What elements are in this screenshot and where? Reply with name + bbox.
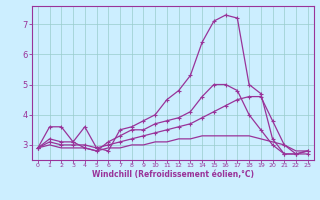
X-axis label: Windchill (Refroidissement éolien,°C): Windchill (Refroidissement éolien,°C) xyxy=(92,170,254,179)
